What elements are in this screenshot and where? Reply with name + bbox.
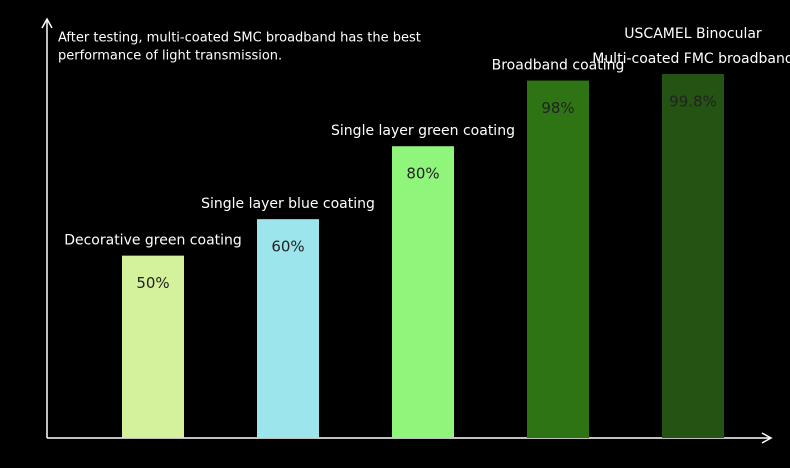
category-label: USCAMEL Binocular — [624, 26, 762, 42]
value-label: 99.8% — [669, 93, 717, 111]
annotation: After testing, multi-coated SMC broadban… — [58, 31, 421, 46]
category-label: Broadband coating — [492, 58, 625, 74]
value-label: 50% — [136, 274, 169, 292]
category-label: Multi-coated FMC broadband — [592, 51, 790, 67]
bar — [527, 80, 589, 439]
bar — [662, 74, 724, 438]
bar — [392, 146, 454, 438]
bar — [122, 255, 184, 438]
y-axis-arrow — [41, 17, 53, 29]
value-label: 60% — [271, 238, 304, 256]
value-label: 80% — [406, 165, 439, 183]
annotation: performance of light transmission. — [58, 49, 282, 64]
x-axis-arrow — [761, 432, 773, 444]
category-label: Single layer green coating — [331, 123, 515, 139]
category-label: Single layer blue coating — [201, 196, 375, 212]
value-label: 98% — [541, 99, 574, 117]
bar — [257, 219, 319, 438]
category-label: Decorative green coating — [64, 233, 242, 249]
